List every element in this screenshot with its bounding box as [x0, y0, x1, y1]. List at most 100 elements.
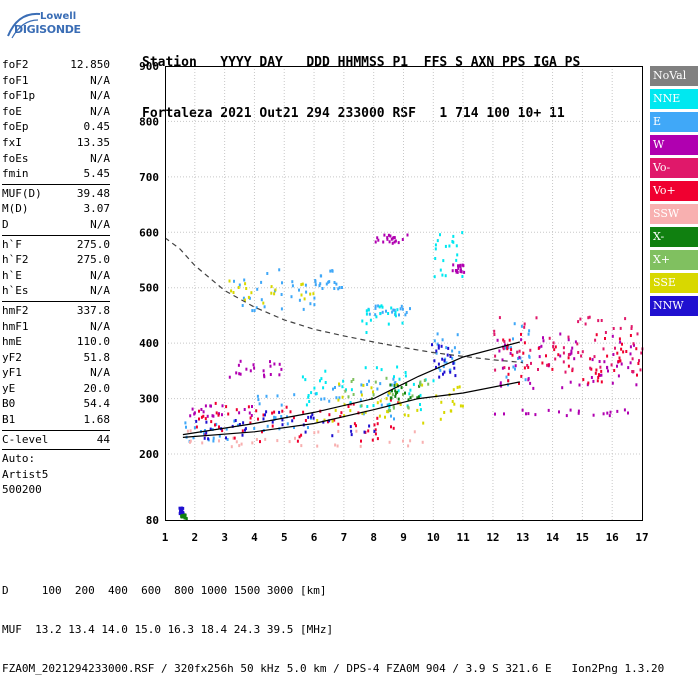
x-tick-label: 10: [427, 531, 440, 544]
echo-point: [610, 363, 613, 367]
echo-point: [319, 379, 321, 383]
echo-point: [590, 367, 593, 371]
echo-point: [431, 343, 433, 347]
echo-point: [387, 233, 390, 237]
echo-point: [376, 236, 379, 240]
echo-point: [349, 409, 352, 413]
legend-item: E: [650, 112, 698, 132]
echo-point: [496, 338, 499, 342]
echo-point: [239, 372, 242, 376]
echo-point: [594, 371, 597, 375]
param-label: fmin: [2, 167, 29, 181]
echo-point: [280, 293, 283, 296]
echo-point: [401, 238, 404, 241]
echo-point: [374, 306, 377, 310]
param-row: yF1 N/A: [2, 366, 110, 382]
echo-point: [300, 444, 303, 448]
echo-point: [633, 343, 635, 347]
echo-point: [349, 401, 352, 405]
echo-point: [327, 420, 329, 424]
echo-point: [452, 361, 455, 365]
echo-point: [574, 340, 577, 344]
echo-point: [577, 351, 580, 354]
echo-point: [597, 373, 600, 377]
echo-point: [399, 307, 402, 311]
echo-point: [529, 348, 532, 352]
echo-point: [249, 421, 252, 425]
echo-point: [542, 339, 545, 343]
echo-point: [362, 412, 365, 416]
echo-point: [307, 395, 310, 399]
echo-point: [437, 362, 440, 366]
echo-point: [280, 367, 283, 371]
echo-point: [243, 298, 246, 302]
echo-point: [456, 333, 459, 337]
echo-point: [388, 440, 391, 444]
echo-point: [551, 367, 554, 371]
echo-point: [276, 394, 279, 398]
echo-point: [232, 291, 235, 294]
echo-point: [508, 366, 510, 370]
echo-point: [301, 282, 304, 286]
echo-point: [380, 403, 383, 407]
echo-point: [600, 369, 603, 373]
echo-point: [527, 377, 530, 381]
echo-point: [503, 412, 505, 416]
echo-point: [526, 364, 529, 367]
echo-point: [457, 264, 459, 268]
echo-point: [596, 379, 599, 383]
echo-point: [638, 359, 640, 363]
x-tick-label: 15: [576, 531, 589, 544]
echo-point: [451, 269, 454, 273]
echo-point: [368, 424, 371, 428]
param-value: 12.850: [70, 58, 110, 71]
echo-point: [607, 369, 609, 373]
echo-point: [230, 445, 233, 449]
echo-point: [374, 240, 377, 244]
echo-point: [214, 401, 217, 405]
echo-point: [541, 361, 544, 365]
param-row: M(D) 3.07: [2, 202, 110, 218]
echo-point: [215, 422, 218, 426]
echo-point: [255, 438, 258, 441]
echo-point: [239, 359, 242, 363]
echo-point: [552, 341, 555, 345]
legend-item: SSW: [650, 204, 698, 224]
echo-point: [451, 400, 454, 403]
param-separator: [2, 234, 110, 236]
echo-point: [251, 309, 254, 313]
polarization-legend: NoVal NNE E W Vo- Vo+ SSW X- X+ SSE NNW: [650, 66, 698, 319]
param-label: foF1p: [2, 89, 36, 103]
echo-point: [577, 320, 580, 324]
echo-point: [461, 263, 464, 267]
echo-point: [393, 381, 396, 385]
echo-point: [183, 513, 186, 517]
echo-point: [387, 408, 390, 412]
echo-point: [286, 415, 288, 419]
echo-point: [501, 358, 504, 362]
echo-point: [390, 237, 393, 241]
echo-point: [262, 369, 265, 373]
echo-point: [232, 436, 235, 440]
echo-point: [389, 398, 392, 402]
echo-point: [571, 367, 574, 371]
echo-point: [189, 414, 192, 418]
echo-point: [270, 291, 273, 295]
echo-point: [631, 370, 634, 373]
echo-point: [390, 396, 393, 400]
echo-point: [387, 322, 390, 326]
echo-point: [629, 334, 632, 337]
echo-point: [264, 437, 267, 441]
echo-point: [547, 408, 550, 412]
echo-point: [359, 398, 362, 402]
param-separator: [2, 429, 110, 431]
echo-point: [393, 417, 395, 421]
echo-point: [253, 427, 256, 430]
echo-point: [235, 371, 238, 375]
echo-point: [288, 440, 291, 444]
echo-point: [341, 385, 344, 389]
echo-point: [522, 351, 525, 355]
echo-point: [247, 405, 250, 409]
echo-point: [514, 364, 517, 368]
echo-point: [557, 353, 560, 357]
